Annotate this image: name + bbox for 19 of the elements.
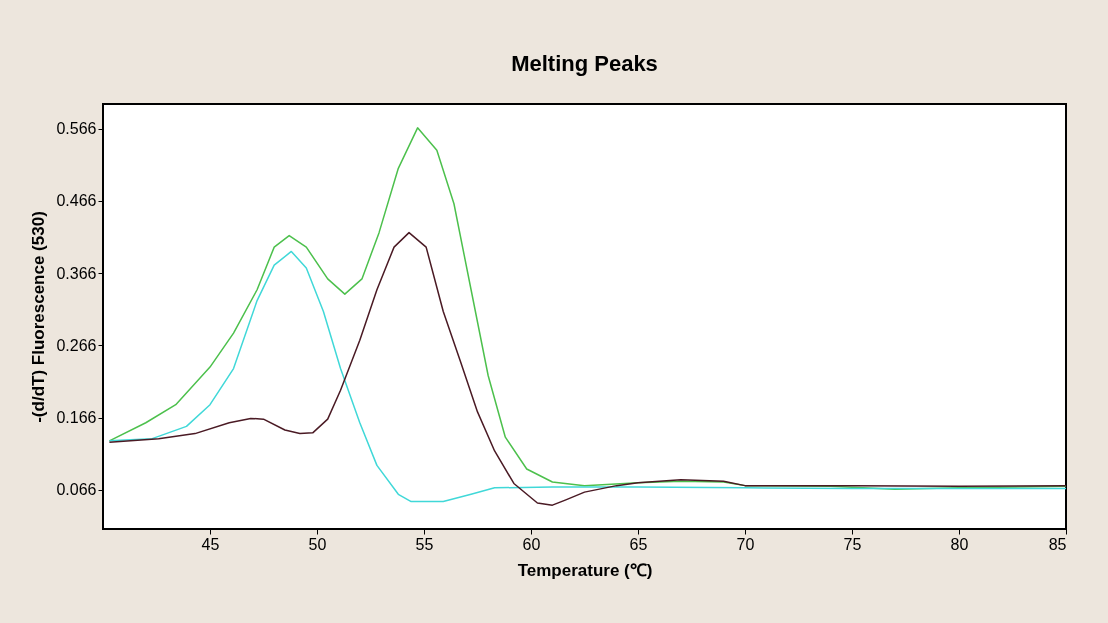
x-tick-label: 70	[736, 535, 755, 553]
y-tick-label: 0.566	[56, 120, 97, 138]
y-axis-title: -(d/dT) Fluorescence (530)	[29, 211, 49, 423]
x-tick-label: 50	[308, 535, 327, 553]
x-tick-label: 45	[201, 535, 220, 553]
x-tick-label: 55	[415, 535, 434, 553]
y-tick-label: 0.266	[56, 336, 97, 354]
line-series	[108, 127, 1066, 490]
x-tick-label: 75	[843, 535, 862, 553]
y-tick-label: 0.166	[56, 409, 97, 427]
y-tick-label: 0.466	[56, 192, 97, 210]
chart-title: Melting Peaks	[511, 51, 658, 76]
x-tick-label: 60	[522, 535, 541, 553]
y-tick-label: 0.366	[56, 264, 97, 282]
y-tick-label: 0.066	[56, 481, 97, 499]
x-tick-label: 65	[629, 535, 648, 553]
x-tick-label: 80	[950, 535, 969, 553]
x-axis-title: Temperature (℃)	[517, 560, 653, 580]
x-tick-label: 85	[1048, 535, 1067, 553]
